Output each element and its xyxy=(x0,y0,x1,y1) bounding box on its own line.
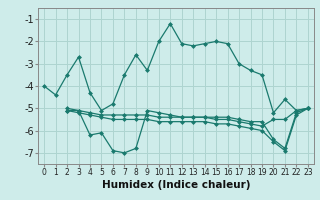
X-axis label: Humidex (Indice chaleur): Humidex (Indice chaleur) xyxy=(102,180,250,190)
